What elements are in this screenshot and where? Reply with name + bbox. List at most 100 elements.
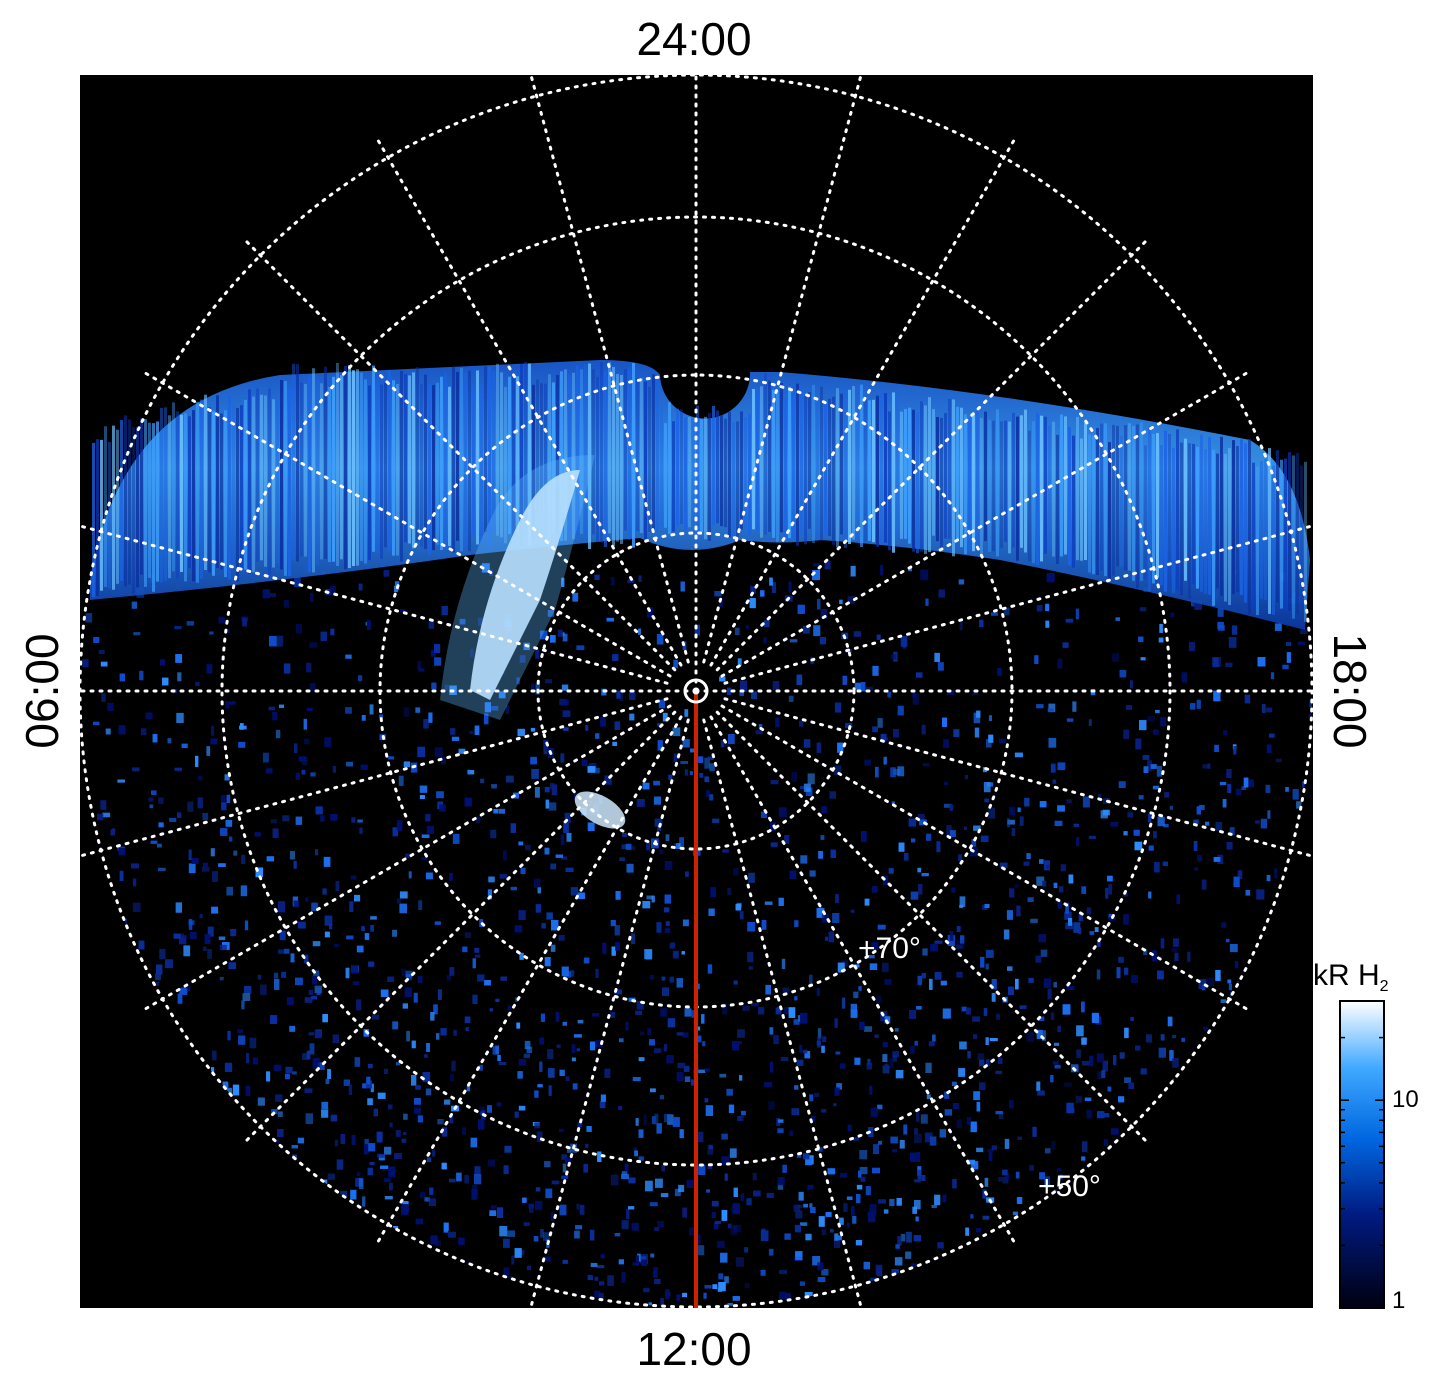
speckle-pixel: [550, 1212, 555, 1221]
speckle-pixel: [1086, 1110, 1093, 1119]
speckle-pixel: [841, 997, 846, 1009]
speckle-pixel: [518, 1105, 526, 1111]
speckle-pixel: [819, 907, 824, 912]
speckle-pixel: [829, 791, 836, 799]
speckle-pixel: [612, 654, 619, 661]
speckle-pixel: [1196, 699, 1201, 709]
speckle-pixel: [665, 921, 670, 926]
oval-streak: [868, 400, 871, 541]
speckle-pixel: [589, 1041, 596, 1051]
speckle-pixel: [643, 1114, 647, 1125]
speckle-pixel: [1007, 966, 1013, 971]
speckle-pixel: [807, 773, 815, 785]
speckle-pixel: [837, 742, 844, 753]
speckle-pixel: [477, 617, 486, 626]
speckle-pixel: [995, 1111, 1003, 1115]
speckle-pixel: [664, 928, 671, 933]
oval-streak: [1212, 449, 1215, 606]
speckle-pixel: [979, 1059, 985, 1067]
speckle-pixel: [306, 1050, 311, 1060]
speckle-pixel: [310, 683, 316, 691]
speckle-pixel: [404, 987, 412, 998]
speckle-pixel: [764, 1082, 773, 1087]
speckle-pixel: [619, 1038, 624, 1043]
speckle-pixel: [273, 1064, 282, 1071]
speckle-pixel: [916, 1152, 921, 1162]
bright-arc-glow: [440, 455, 595, 720]
speckle-pixel: [539, 1037, 544, 1045]
speckle-pixel: [964, 775, 968, 780]
speckle-pixel: [622, 833, 627, 838]
speckle-pixel: [1028, 977, 1034, 983]
oval-streak: [508, 376, 511, 534]
speckle-pixel: [710, 887, 716, 898]
speckle-pixel: [548, 1068, 555, 1078]
speckle-pixel: [1110, 821, 1119, 827]
speckle-pixel: [1153, 831, 1157, 839]
speckle-pixel: [434, 657, 442, 666]
speckle-pixel: [314, 849, 319, 856]
speckle-pixel: [581, 759, 588, 767]
speckle-pixel: [405, 970, 413, 978]
speckle-pixel: [775, 717, 780, 728]
speckle-pixel: [748, 966, 754, 970]
grid-spoke: [241, 710, 677, 1146]
speckle-pixel: [458, 748, 466, 754]
speckle-pixel: [861, 831, 867, 842]
speckle-pixel: [657, 740, 663, 751]
speckle-pixel: [268, 706, 275, 711]
speckle-pixel: [809, 1094, 814, 1102]
speckle-pixel: [965, 1227, 969, 1236]
oval-streak: [780, 383, 783, 533]
speckle-pixel: [1257, 657, 1266, 667]
speckle-pixel: [1160, 716, 1166, 727]
speckle-pixel: [1128, 1082, 1135, 1090]
speckle-pixel: [1112, 653, 1119, 663]
speckle-pixel: [971, 1161, 979, 1170]
speckle-pixel: [1053, 982, 1057, 988]
speckle-pixel: [225, 820, 233, 827]
speckle-pixel: [132, 902, 141, 912]
speckle-pixel: [242, 993, 251, 1001]
speckle-pixel: [478, 1119, 485, 1130]
speckle-pixel: [1267, 810, 1271, 819]
speckle-pixel: [1097, 941, 1101, 947]
speckle-pixel: [1076, 1049, 1081, 1059]
speckle-pixel: [399, 891, 408, 899]
speckle-pixel: [1260, 818, 1268, 829]
speckle-pixel: [1234, 961, 1239, 969]
speckle-pixel: [998, 1057, 1003, 1064]
speckle-pixel: [564, 1157, 572, 1164]
speckle-pixel: [729, 1148, 737, 1158]
speckle-pixel: [1193, 841, 1198, 851]
speckle-pixel: [821, 1229, 827, 1236]
speckle-pixel: [872, 1167, 880, 1174]
speckle-pixel: [846, 1196, 853, 1200]
speckle-pixel: [298, 756, 307, 762]
speckle-pixel: [904, 853, 909, 861]
oval-streak: [280, 380, 283, 570]
speckle-pixel: [760, 590, 765, 597]
speckle-pixel: [900, 636, 908, 647]
speckle-pixel: [674, 1188, 681, 1197]
speckle-pixel: [224, 1062, 233, 1072]
speckle-pixel: [499, 874, 508, 879]
oval-streak: [136, 426, 139, 588]
oval-streak: [1068, 426, 1071, 566]
oval-streak: [356, 369, 359, 566]
oval-streak: [928, 397, 931, 553]
speckle-pixel: [615, 942, 620, 951]
speckle-pixel: [421, 834, 430, 838]
speckle-pixel: [871, 886, 878, 893]
speckle-pixel: [523, 1053, 530, 1059]
oval-streak: [808, 392, 811, 529]
speckle-pixel: [816, 742, 822, 753]
speckle-pixel: [443, 1222, 449, 1233]
speckle-pixel: [682, 739, 690, 748]
speckle-pixel: [986, 739, 992, 748]
speckle-pixel: [773, 1035, 779, 1045]
speckle-pixel: [389, 1182, 393, 1191]
speckle-pixel: [1140, 657, 1146, 661]
speckle-pixel: [591, 1013, 600, 1017]
speckle-pixel: [686, 1179, 695, 1188]
